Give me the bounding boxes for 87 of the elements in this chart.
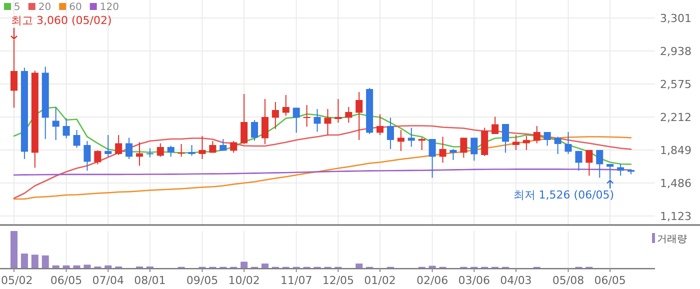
candlestick [554,136,562,154]
candlestick [261,98,268,144]
candlestick [586,150,593,176]
x-tick-label: 06/05 [594,274,626,287]
x-tick-label: 05/02 [1,274,33,287]
candlestick [115,134,122,156]
candlestick [356,92,363,140]
candlestick [575,150,582,172]
candlestick [198,136,206,160]
y-tick-label: 3,301 [660,12,692,25]
candlestick [596,150,604,178]
x-tick-label: 03/06 [458,274,490,287]
bar [356,264,363,268]
candlestick [84,140,91,172]
candlestick [460,137,468,158]
legend-label: 20 [38,2,52,13]
x-tick-label: 09/05 [186,274,218,287]
y-tick-label: 1,486 [660,177,692,190]
candlestick [397,130,404,152]
bar [20,254,28,268]
candlestick [334,98,342,124]
bar [42,255,49,268]
candlestick [156,142,164,158]
candlestick [94,150,102,165]
candlestick [386,117,394,150]
bar [261,264,268,268]
candlestick [314,108,321,132]
candlestick [178,144,185,158]
candlestick [564,132,572,154]
x-tick-label: 02/06 [416,274,448,287]
x-tick-label: 01/02 [364,274,396,287]
candlestick [292,107,300,134]
bar [10,231,18,268]
annotation: 최고 3,060 (05/02) [11,14,112,27]
bar [52,265,60,268]
x-tick-label: 08/01 [134,274,166,287]
candlestick [439,136,446,164]
x-tick-label: 06/05 [50,274,82,287]
bar [240,262,248,268]
candlestick [52,106,60,140]
y-tick-label: 1,849 [660,144,692,157]
candlestick [492,116,499,134]
candlestick [428,138,436,178]
x-tick-label: 10/02 [228,274,260,287]
bar [84,264,91,268]
candlestick [230,140,238,154]
y-tick-label: 2,575 [660,78,692,91]
candlestick [73,130,80,148]
candlestick [126,137,133,160]
candlestick [272,102,279,130]
legend-label: 거래량 [657,234,687,245]
candlestick [188,144,196,156]
bar [62,265,70,268]
y-tick-label: 2,938 [660,45,692,58]
x-tick-label: 12/05 [322,274,354,287]
y-tick-label: 1,123 [660,210,692,223]
x-tick-label: 11/07 [280,274,312,287]
legend-label: 5 [14,2,20,13]
candlestick [282,94,290,116]
candlestick [303,104,310,128]
x-tick-label: 07/04 [92,274,124,287]
candlestick [62,118,70,139]
bar [31,254,38,268]
candlestick [544,132,551,146]
x-tick-label: 05/08 [552,274,584,287]
candlestick [470,137,478,162]
candlestick [522,136,530,150]
candlestick [345,106,352,124]
candlestick [324,108,332,136]
candlestick [167,145,174,158]
candlestick [408,127,415,148]
legend-label: 60 [69,2,82,13]
candlestick [502,124,510,154]
candlestick [376,114,384,136]
candlestick [450,148,457,160]
x-tick-label: 04/03 [500,274,532,287]
bar [104,265,112,268]
candlestick [512,134,520,150]
legend-label: 120 [100,2,119,13]
annotation: 최저 1,526 (06/05) [513,188,614,202]
candlestick [533,126,540,144]
bar [73,265,80,268]
candlestick [606,164,614,180]
candlestick [240,94,248,144]
y-tick-label: 2,212 [660,111,692,124]
candlestick [251,120,258,142]
candlestick [104,134,112,158]
